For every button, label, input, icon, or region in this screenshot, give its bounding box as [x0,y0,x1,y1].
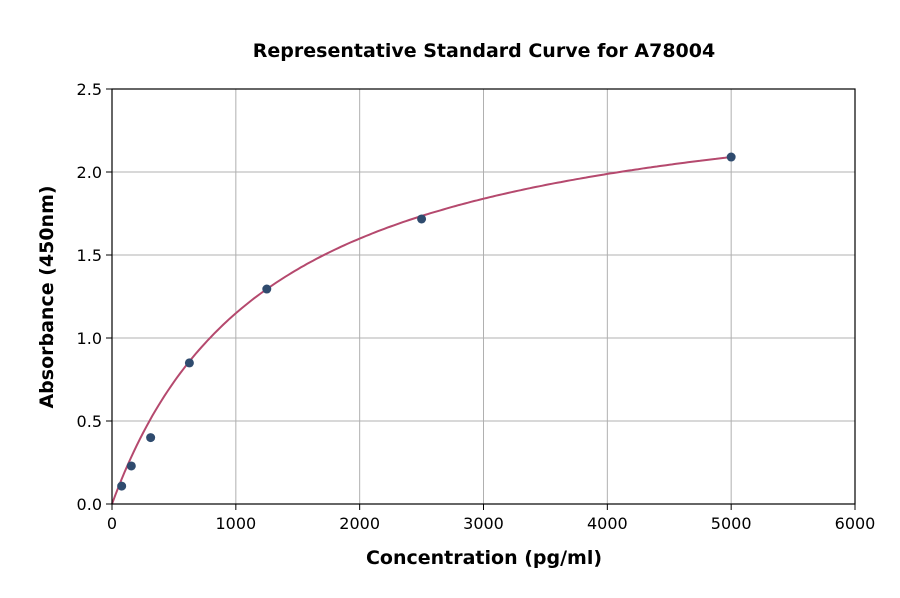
data-point [184,358,194,368]
x-tick-label: 0 [107,514,117,533]
x-tick-label: 3000 [463,514,504,533]
fit-curve [111,156,732,505]
data-point [117,481,127,491]
y-axis-label: Absorbance (450nm) [36,185,58,408]
data-point [126,461,136,471]
x-tick-label: 6000 [835,514,876,533]
y-tick-label: 0.0 [77,495,102,514]
x-tick-label: 5000 [711,514,752,533]
y-tick-label: 1.5 [77,246,102,265]
y-tick-label: 1.0 [77,329,102,348]
y-tick-label: 0.5 [77,412,102,431]
x-tick-label: 2000 [339,514,380,533]
data-point [417,214,427,224]
data-point [726,152,736,162]
data-point [146,433,156,443]
x-axis-ticks: 0 1000 2000 3000 4000 5000 6000 [107,504,875,533]
y-axis-ticks: 0.0 0.5 1.0 1.5 2.0 2.5 [77,80,112,514]
x-tick-label: 4000 [587,514,628,533]
data-point [262,284,272,294]
x-axis-label: Concentration (pg/ml) [366,547,602,569]
grid [111,88,856,505]
x-tick-label: 1000 [215,514,256,533]
y-tick-label: 2.0 [77,163,102,182]
y-tick-label: 2.5 [77,80,102,99]
data-points [117,152,736,491]
chart-title: Representative Standard Curve for A78004 [253,40,715,62]
